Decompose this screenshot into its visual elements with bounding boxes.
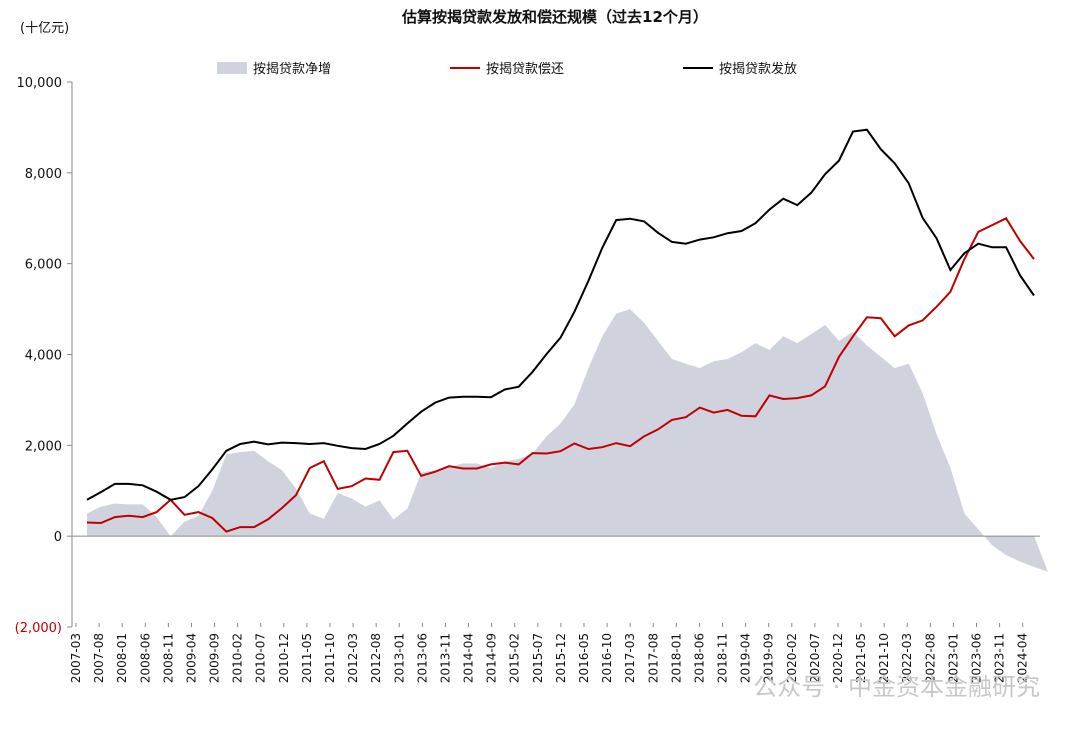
x-tick-label: 2010-12 bbox=[277, 633, 291, 683]
x-tick-label: 2022-08 bbox=[923, 633, 937, 683]
x-tick-label: 2020-02 bbox=[785, 633, 799, 683]
x-tick-label: 2016-05 bbox=[577, 633, 591, 683]
x-tick-label: 2023-01 bbox=[946, 633, 960, 683]
legend-label-repayment: 按揭贷款偿还 bbox=[486, 62, 564, 77]
x-tick-label: 2019-04 bbox=[739, 633, 753, 683]
x-tick-label: 2024-04 bbox=[1016, 633, 1030, 683]
y-tick-label: 0 bbox=[54, 530, 62, 545]
x-tick-label: 2012-08 bbox=[369, 633, 383, 683]
series-issuance-line bbox=[86, 128, 1035, 501]
x-tick-label: 2016-10 bbox=[600, 633, 614, 683]
legend-swatch-net-area bbox=[217, 62, 247, 74]
x-tick-label: 2020-12 bbox=[831, 633, 845, 683]
x-tick-label: 2015-02 bbox=[508, 633, 522, 683]
x-tick-label: 2017-08 bbox=[646, 633, 660, 683]
x-tick-label: 2021-05 bbox=[854, 633, 868, 683]
y-tick-label: 10,000 bbox=[17, 76, 63, 91]
x-tick-label: 2018-11 bbox=[716, 633, 730, 683]
x-tick-label: 2010-07 bbox=[254, 633, 268, 683]
legend-label-issuance: 按揭贷款发放 bbox=[719, 61, 797, 77]
y-unit-label: (十亿元) bbox=[20, 21, 69, 36]
x-tick-label: 2013-11 bbox=[438, 633, 452, 683]
axes: 10,000 8,000 6,000 4,000 2,000 0 (2,000) 2007-0… bbox=[15, 76, 1040, 683]
x-tick-label: 2023-11 bbox=[993, 633, 1007, 683]
x-tick-label: 2011-10 bbox=[323, 633, 337, 683]
legend-label-net: 按揭贷款净增 bbox=[253, 62, 331, 77]
x-tick-label: 2015-12 bbox=[554, 633, 568, 683]
x-tick-label: 2009-09 bbox=[208, 633, 222, 683]
x-tick-label: 2011-05 bbox=[300, 633, 314, 683]
series-net-area bbox=[87, 309, 1048, 572]
y-tick-label: 2,000 bbox=[25, 439, 62, 454]
x-tick-label: 2008-11 bbox=[161, 633, 175, 683]
x-tick-label: 2020-07 bbox=[808, 633, 822, 683]
x-tick-label: 2018-01 bbox=[669, 633, 683, 683]
chart-title: 估算按揭贷款发放和偿还规模（过去12个月） bbox=[401, 8, 708, 26]
x-tick-label: 2021-10 bbox=[877, 633, 891, 683]
x-tick-label: 2014-09 bbox=[485, 633, 499, 683]
y-tick-label: 8,000 bbox=[25, 167, 62, 182]
x-tick-label: 2008-01 bbox=[115, 633, 129, 683]
x-tick-label: 2007-08 bbox=[92, 633, 106, 683]
x-tick-label: 2007-03 bbox=[69, 633, 83, 683]
x-tick-label: 2008-06 bbox=[138, 633, 152, 683]
x-tick-label: 2013-01 bbox=[392, 633, 406, 683]
x-tick-label: 2019-09 bbox=[762, 633, 776, 683]
x-tick-label: 2010-02 bbox=[231, 633, 245, 683]
x-tick-label: 2022-03 bbox=[900, 633, 914, 683]
watermark-text: 公众号 · 中金资本金融研究 bbox=[753, 673, 1040, 701]
y-tick-label: (2,000) bbox=[15, 621, 62, 636]
x-tick-label: 2023-06 bbox=[970, 633, 984, 683]
plot-area bbox=[86, 128, 1048, 572]
series-repayment-line bbox=[86, 217, 1035, 533]
x-tick-label: 2017-03 bbox=[623, 633, 637, 683]
legend: 按揭贷款净增 按揭贷款偿还 按揭贷款发放 bbox=[217, 61, 797, 77]
x-tick-label: 2015-07 bbox=[531, 633, 545, 683]
x-tick-label: 2018-06 bbox=[692, 633, 706, 683]
x-tick-label: 2013-06 bbox=[415, 633, 429, 683]
x-tick-label: 2009-04 bbox=[184, 633, 198, 683]
y-tick-label: 4,000 bbox=[25, 349, 62, 364]
y-tick-label: 6,000 bbox=[25, 258, 62, 273]
x-tick-label: 2014-04 bbox=[462, 633, 476, 683]
x-tick-label: 2012-03 bbox=[346, 633, 360, 683]
